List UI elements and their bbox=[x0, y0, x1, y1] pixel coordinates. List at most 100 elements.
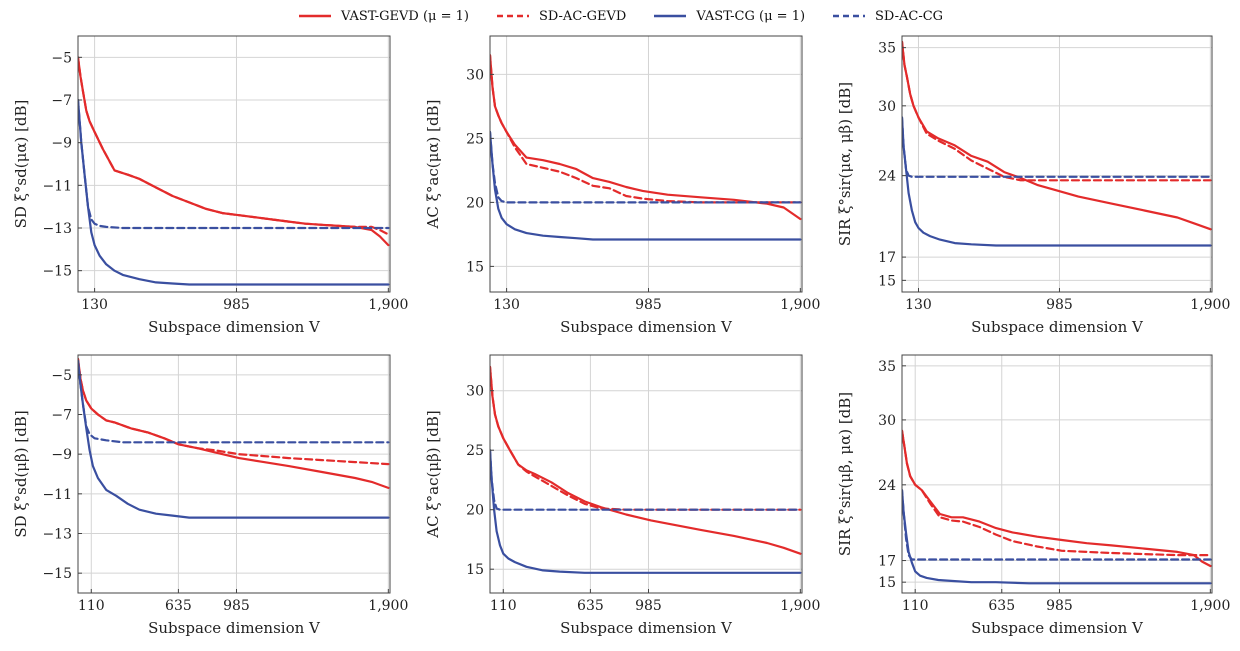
y-tick-label: −15 bbox=[42, 264, 72, 280]
y-tick-label: 30 bbox=[878, 99, 896, 115]
y-tick-label: 25 bbox=[466, 131, 484, 147]
x-tick-label: 635 bbox=[577, 598, 604, 614]
series-line-vast-gevd-1 bbox=[902, 40, 1212, 231]
y-tick-label: 15 bbox=[466, 562, 484, 578]
chart-panel-6: 110 635 985 1,900 15 17 24 30 35 Subspace dimensi… bbox=[836, 354, 1230, 637]
series-line-vast-cg-1 bbox=[902, 116, 1212, 247]
plot-frame bbox=[901, 354, 1213, 594]
y-tick-label: −13 bbox=[42, 221, 72, 237]
y-tick-label: 35 bbox=[878, 41, 896, 57]
y-tick-label: −15 bbox=[42, 566, 72, 582]
chart-panel-2: 130 985 1,900 15 20 25 30 Subspace dimension V A… bbox=[424, 35, 820, 336]
legend-item-vast-gevd: VAST-GEVD (μ = 1) bbox=[297, 9, 469, 24]
legend-label-vast-cg: VAST-CG (μ = 1) bbox=[696, 8, 806, 24]
y-tick-label: −11 bbox=[42, 178, 72, 194]
x-tick-label: 985 bbox=[1046, 598, 1073, 614]
y-tick-label: 15 bbox=[878, 575, 896, 591]
x-tick-label: 110 bbox=[902, 598, 929, 614]
x-tick-label: 130 bbox=[81, 297, 108, 313]
y-tick-label: 24 bbox=[878, 478, 896, 494]
y-tick-label: 17 bbox=[878, 554, 896, 570]
x-axis-label: Subspace dimension V bbox=[971, 318, 1144, 336]
chart-panel-1: 130 985 1,900 −5 −7 −9 −11 −13 −15 Subspace dimen… bbox=[12, 35, 408, 336]
x-tick-label: 130 bbox=[493, 297, 520, 313]
x-tick-label: 985 bbox=[223, 598, 250, 614]
series-line-sd-ac-gevd bbox=[902, 429, 1212, 557]
x-axis-label: Subspace dimension V bbox=[560, 318, 733, 336]
series-line-sd-ac-cg bbox=[902, 489, 1212, 561]
y-tick-label: 30 bbox=[466, 384, 484, 400]
plot-frame bbox=[77, 354, 391, 594]
series-line-sd-ac-cg bbox=[902, 116, 1212, 178]
x-tick-label: 110 bbox=[490, 598, 517, 614]
chart-panel-3: 130 985 1,900 15 17 24 30 35 Subspace dimension … bbox=[836, 35, 1230, 336]
series-line-vast-gevd-1 bbox=[78, 56, 390, 247]
y-axis-label: SIR ξ°sir(μα, μβ) [dB] bbox=[836, 82, 854, 246]
legend-swatch-sd-ac-cg bbox=[833, 14, 866, 18]
y-tick-label: 30 bbox=[466, 67, 484, 83]
legend-label-sd-ac-cg: SD-AC-CG bbox=[875, 8, 944, 24]
y-tick-label: −11 bbox=[42, 487, 72, 503]
x-tick-label: 1,900 bbox=[368, 297, 408, 313]
legend-label-vast-gevd: VAST-GEVD (μ = 1) bbox=[340, 8, 469, 24]
x-tick-label: 1,900 bbox=[368, 598, 408, 614]
y-tick-label: −9 bbox=[51, 447, 72, 463]
y-axis-label: SD ξ°sd(μβ) [dB] bbox=[12, 410, 30, 537]
series-line-vast-gevd-1 bbox=[78, 357, 390, 489]
y-tick-label: −13 bbox=[42, 527, 72, 543]
plot-frame bbox=[489, 35, 803, 293]
legend-label-sd-ac-gevd: SD-AC-GEVD bbox=[538, 8, 627, 24]
x-axis-label: Subspace dimension V bbox=[971, 619, 1144, 637]
legend-swatch-vast-cg bbox=[654, 14, 687, 18]
y-tick-label: 24 bbox=[878, 169, 896, 185]
y-tick-label: −7 bbox=[51, 408, 72, 424]
x-tick-label: 130 bbox=[905, 297, 932, 313]
series-line-sd-ac-gevd bbox=[902, 40, 1212, 182]
legend-swatch-vast-gevd bbox=[298, 14, 331, 18]
x-tick-label: 635 bbox=[165, 598, 192, 614]
series-line-vast-cg-1 bbox=[490, 130, 802, 241]
legend-item-vast-cg: VAST-CG (μ = 1) bbox=[652, 9, 805, 24]
x-tick-label: 1,900 bbox=[780, 297, 820, 313]
chart-panel-5: 110 635 985 1,900 15 20 25 30 Subspace dimension… bbox=[424, 354, 820, 637]
series-line-sd-ac-gevd bbox=[78, 56, 390, 236]
series-line-sd-ac-cg bbox=[78, 98, 390, 230]
x-tick-label: 635 bbox=[988, 598, 1015, 614]
y-tick-label: −9 bbox=[51, 136, 72, 152]
y-tick-label: 25 bbox=[466, 443, 484, 459]
x-tick-label: 1,900 bbox=[780, 598, 820, 614]
y-tick-label: 20 bbox=[466, 195, 484, 211]
series-line-sd-ac-cg bbox=[490, 449, 802, 511]
y-axis-label: SD ξ°sd(μα) [dB] bbox=[12, 100, 30, 229]
x-tick-label: 985 bbox=[635, 297, 662, 313]
x-tick-label: 985 bbox=[635, 598, 662, 614]
series-line-vast-cg-1 bbox=[490, 449, 802, 574]
y-tick-label: −5 bbox=[51, 368, 72, 384]
y-tick-label: 17 bbox=[878, 250, 896, 266]
x-tick-label: 1,900 bbox=[1190, 598, 1230, 614]
y-axis-label: SIR ξ°sir(μβ, μα) [dB] bbox=[836, 392, 854, 556]
y-axis-label: AC ξ°ac(μα) [dB] bbox=[424, 100, 442, 230]
series-line-vast-cg-1 bbox=[902, 489, 1212, 585]
legend-swatch-sd-ac-gevd bbox=[496, 14, 529, 18]
series-line-sd-ac-cg bbox=[490, 130, 802, 204]
series-line-sd-ac-gevd bbox=[78, 357, 390, 466]
y-tick-label: −5 bbox=[51, 50, 72, 66]
plot-frame bbox=[901, 35, 1213, 293]
series-line-vast-cg-1 bbox=[78, 98, 390, 286]
series-line-sd-ac-cg bbox=[78, 359, 390, 444]
legend-item-sd-ac-cg: SD-AC-CG bbox=[831, 9, 943, 24]
x-axis-label: Subspace dimension V bbox=[560, 619, 733, 637]
x-tick-label: 110 bbox=[78, 598, 105, 614]
plot-frame bbox=[77, 35, 391, 293]
y-tick-label: 35 bbox=[878, 359, 896, 375]
y-tick-label: 15 bbox=[466, 259, 484, 275]
x-axis-label: Subspace dimension V bbox=[148, 318, 321, 336]
series-line-sd-ac-gevd bbox=[490, 365, 802, 511]
legend-item-sd-ac-gevd: SD-AC-GEVD bbox=[495, 9, 626, 24]
x-tick-label: 985 bbox=[223, 297, 250, 313]
plot-frame bbox=[489, 354, 803, 594]
y-tick-label: 15 bbox=[878, 273, 896, 289]
y-tick-label: 30 bbox=[878, 413, 896, 429]
